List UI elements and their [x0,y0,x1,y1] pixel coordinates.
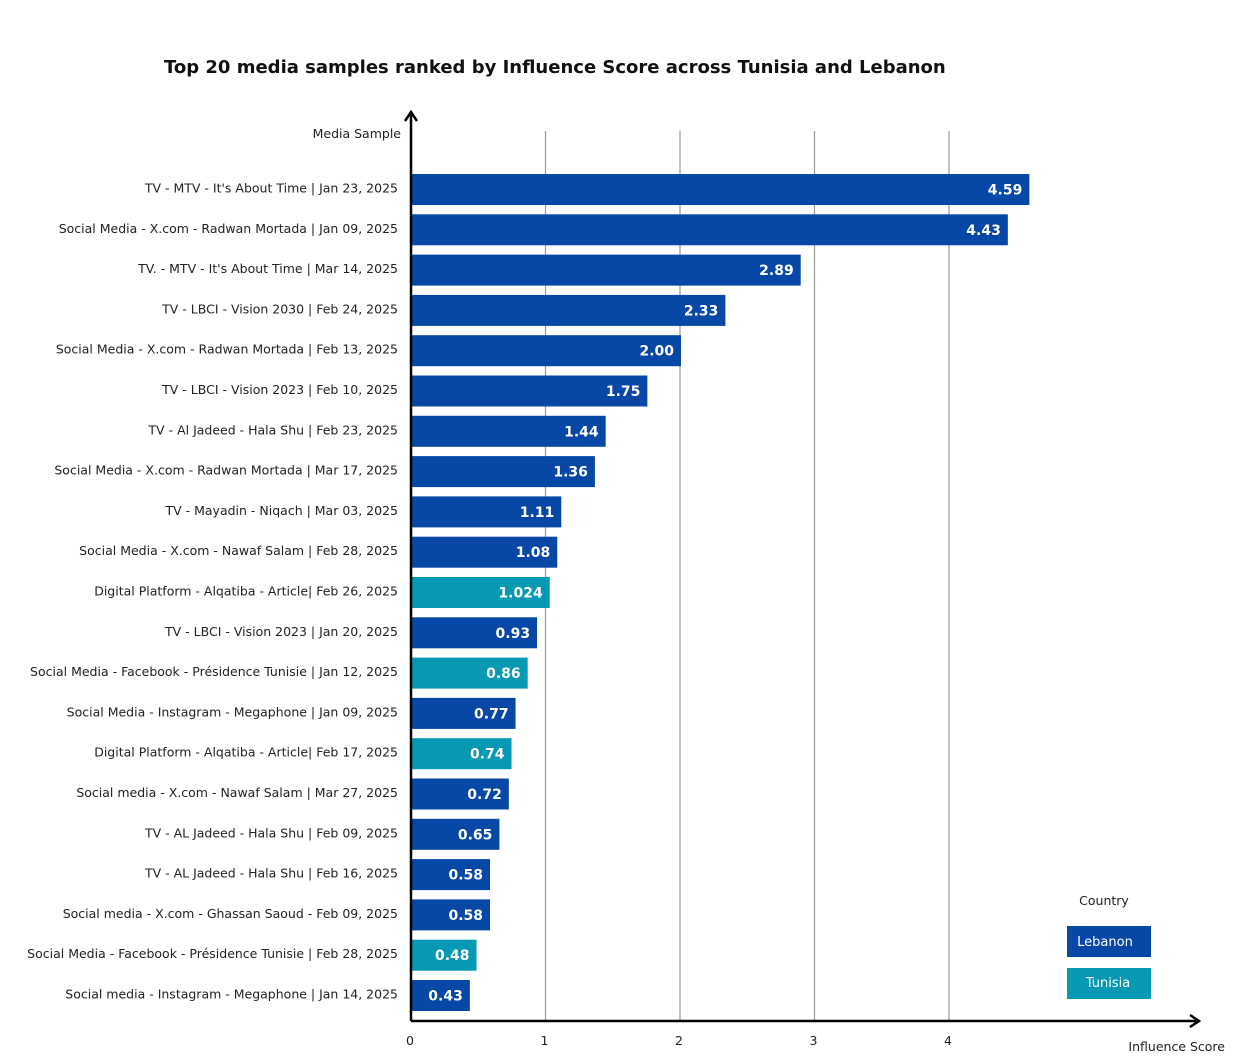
legend-swatch-tunisia [1067,968,1151,999]
bar [412,456,595,488]
legend-swatch-lebanon [1067,926,1151,957]
category-label: Social Media - X.com - Radwan Mortada | … [59,221,398,236]
bar [412,939,477,971]
category-label: TV - AL Jadeed - Hala Shu | Feb 16, 2025 [144,866,398,881]
bar-value-label: 1.08 [516,545,551,561]
bar [412,980,470,1011]
category-label: TV - Al Jadeed - Hala Shu | Feb 23, 2025 [147,422,398,437]
bar [412,335,681,367]
category-label: Social media - X.com - Ghassan Saoud - F… [63,906,398,921]
category-label: TV - LBCI - Vision 2023 | Jan 20, 2025 [164,624,398,639]
category-label: Social Media - X.com - Radwan Mortada | … [54,463,398,478]
bar-value-label: 0.74 [470,747,505,763]
bar-value-label: 1.44 [564,424,599,440]
y-axis-arrow-icon [403,109,419,122]
bar-value-label: 0.86 [486,666,521,682]
category-label: TV. - MTV - It's About Time | Mar 14, 20… [137,261,398,276]
bar [412,415,606,447]
x-ticks: 0 1 2 3 4 [406,1033,952,1048]
legend-label-lebanon: Lebanon [1077,935,1133,950]
bar [412,859,491,891]
chart-title: Top 20 media samples ranked by Influence… [164,57,946,78]
bar [412,657,528,689]
category-label: TV - LBCI - Vision 2030 | Feb 24, 2025 [161,301,398,316]
bar [412,536,558,568]
legend-label-tunisia: Tunisia [1085,976,1130,991]
bar-value-label: 2.00 [639,344,674,360]
x-axis-label: Influence Score [1128,1039,1225,1054]
bar-value-label: 0.65 [458,827,493,843]
category-label: TV - MTV - It's About Time | Jan 23, 202… [144,181,398,196]
category-label: Social Media - X.com - Radwan Mortada | … [56,342,398,357]
bar-value-label: 0.43 [428,989,463,1005]
bar-value-label: 2.33 [684,303,719,319]
bars: 4.59 4.43 2.89 2.33 2.00 1.75 1.44 1.36 1.11 1.08… [412,174,1030,1011]
bar [412,738,512,770]
bar [412,294,726,326]
bar-value-label: 0.58 [448,908,483,924]
bar-value-label: 4.59 [988,183,1023,199]
x-tick-label: 0 [406,1033,414,1048]
x-tick-label: 4 [944,1033,952,1048]
bar [412,818,500,850]
bar-value-label: 0.93 [496,626,531,642]
category-label: Social Media - X.com - Nawaf Salam | Feb… [79,543,398,558]
category-label: TV - Mayadin - Niqach | Mar 03, 2025 [164,503,398,518]
category-label: Social media - X.com - Nawaf Salam | Mar… [76,785,398,800]
category-label: Social Media - Facebook - Présidence Tun… [27,946,398,961]
bar [412,697,516,729]
bar [412,496,562,528]
category-label: Digital Platform - Alqatiba - Article| F… [94,745,398,760]
category-label: Social Media - Instagram - Megaphone | J… [67,704,398,719]
axes: Media Sample Influence Score [313,109,1225,1054]
bar-value-label: 1.75 [606,384,641,400]
x-tick-label: 3 [810,1033,818,1048]
y-axis-label: Media Sample [313,126,402,141]
bar [412,899,491,931]
bar-value-label: 0.58 [448,868,483,884]
category-labels: TV - MTV - It's About Time | Jan 23, 202… [27,181,398,1002]
bar-value-label: 0.48 [435,948,470,964]
bar-value-label: 4.43 [966,223,1001,239]
bar-value-label: 0.77 [474,706,509,722]
bar-value-label: 1.024 [498,586,543,602]
bar-value-label: 1.11 [520,505,555,521]
bar-value-label: 1.36 [553,465,588,481]
category-label: Digital Platform - Alqatiba - Article| F… [94,584,398,599]
legend: Country Lebanon Tunisia [1067,893,1151,999]
category-label: Social media - Instagram - Megaphone | J… [65,987,398,1002]
x-tick-label: 1 [541,1033,549,1048]
category-label: TV - AL Jadeed - Hala Shu | Feb 09, 2025 [144,825,398,840]
category-label: TV - LBCI - Vision 2023 | Feb 10, 2025 [161,382,398,397]
bar-value-label: 0.72 [467,787,502,803]
bar-value-label: 2.89 [759,263,794,279]
bar [412,214,1008,246]
bar [412,577,550,608]
legend-title: Country [1079,893,1129,908]
category-label: Social Media - Facebook - Présidence Tun… [30,664,398,679]
bar [412,778,509,810]
bar [412,174,1030,205]
x-tick-label: 2 [675,1033,683,1048]
bar [412,617,538,649]
x-axis-arrow-icon [1189,1013,1202,1029]
bar [412,254,801,286]
bar [412,375,648,407]
